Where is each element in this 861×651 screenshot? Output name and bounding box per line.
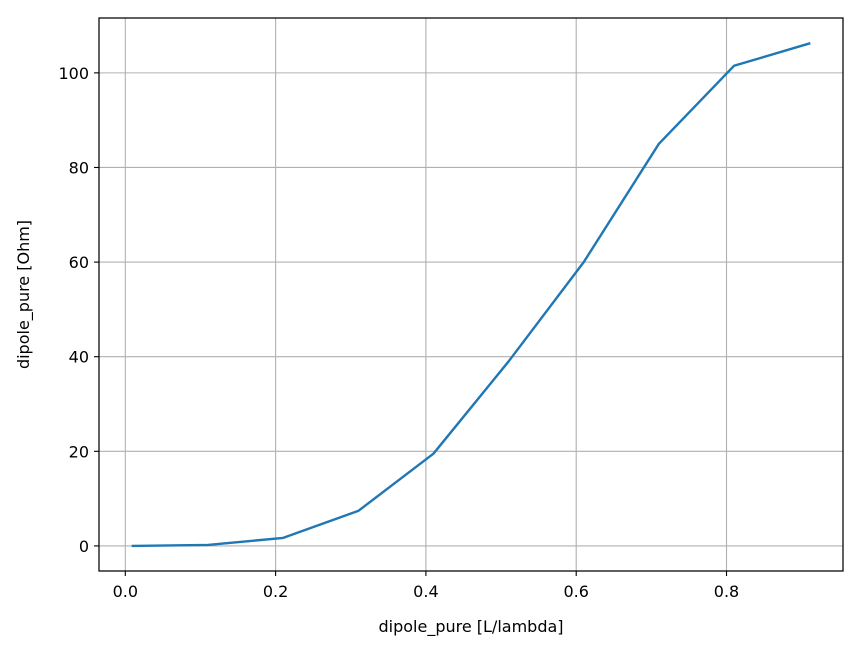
x-axis-ticks: 0.0 0.2 0.4 0.6 0.8	[113, 571, 739, 601]
series-line	[131, 42, 811, 548]
y-axis-label: dipole_pure [Ohm]	[14, 220, 34, 369]
x-tick-label: 0.0	[113, 582, 138, 601]
y-tick-label: 20	[69, 442, 89, 461]
x-axis-label: dipole_pure [L/lambda]	[378, 617, 563, 637]
x-tick-label: 0.8	[714, 582, 739, 601]
x-tick-label: 0.2	[263, 582, 288, 601]
y-tick-label: 0	[79, 537, 89, 556]
y-tick-label: 60	[69, 253, 89, 272]
y-tick-label: 80	[69, 158, 89, 177]
grid	[99, 18, 843, 571]
y-tick-label: 100	[58, 64, 89, 83]
y-axis-ticks: 0 20 40 60 80 100	[58, 64, 99, 556]
plot-frame	[98, 17, 844, 572]
x-tick-label: 0.4	[413, 582, 438, 601]
x-tick-label: 0.6	[563, 582, 588, 601]
series-layer	[131, 42, 811, 548]
y-tick-label: 40	[69, 348, 89, 367]
